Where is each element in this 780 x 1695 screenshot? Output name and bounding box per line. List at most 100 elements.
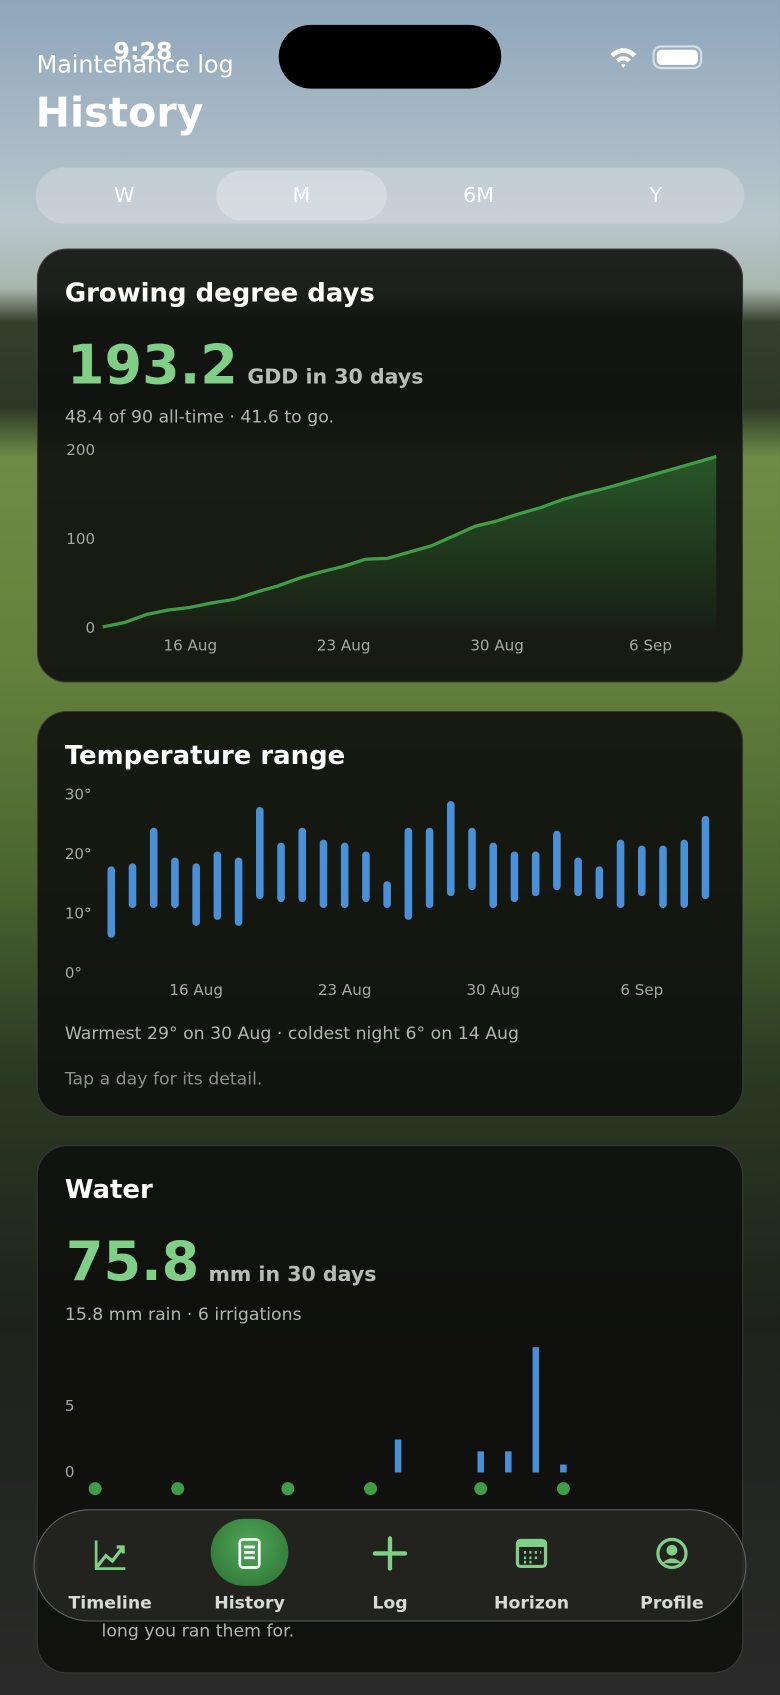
range-bar <box>510 851 519 903</box>
x-tick-label: 30 Aug <box>470 637 524 655</box>
range-bar <box>447 801 455 897</box>
card-unit: GDD in 30 days <box>247 365 424 389</box>
range-bar <box>213 851 222 920</box>
range-bar <box>680 839 688 908</box>
range-bar <box>128 863 137 908</box>
range-bar <box>468 827 476 891</box>
x-tick-label: 23 Aug <box>318 981 372 999</box>
tab[interactable]: Timeline <box>51 1510 170 1620</box>
rain-bar <box>560 1464 567 1473</box>
y-tick-label: 0 <box>65 1463 75 1481</box>
range-bar <box>383 881 391 908</box>
range-bar <box>234 857 243 926</box>
card-note: 15.8 mm rain · 6 irrigations <box>64 1303 302 1325</box>
tab-icon <box>94 1540 126 1570</box>
x-tick-label: 16 Aug <box>164 637 218 655</box>
range-bar <box>553 830 561 891</box>
tab[interactable]: Profile <box>613 1510 732 1620</box>
range-bar <box>616 839 625 908</box>
range-bar <box>574 857 582 897</box>
segment[interactable]: W <box>114 183 135 208</box>
header-title: History <box>35 88 204 137</box>
x-tick-label: 6 Sep <box>620 981 663 999</box>
range-bar <box>149 827 158 908</box>
range-bar <box>298 827 307 903</box>
y-tick-label: 0 <box>85 619 95 637</box>
range-bar <box>277 842 285 903</box>
rain-bar <box>505 1451 512 1473</box>
segmented-control: W M 6M Y <box>35 167 745 224</box>
header-subtitle: Maintenance log <box>36 51 234 79</box>
range-bar <box>701 815 710 900</box>
range-bar <box>107 866 116 938</box>
rain-bar <box>532 1347 540 1473</box>
range-bar <box>595 866 604 900</box>
tab[interactable]: History <box>190 1510 309 1620</box>
range-bar <box>404 827 413 920</box>
x-tick-label: 23 Aug <box>317 637 371 655</box>
y-tick-label: 20° <box>65 845 92 863</box>
y-tick-label: 30° <box>65 786 92 804</box>
range-bar <box>489 842 498 908</box>
tab-icon <box>238 1538 261 1569</box>
rain-bar <box>477 1451 484 1473</box>
y-tick-label: 5 <box>65 1397 75 1415</box>
tab-label: History <box>214 1592 285 1613</box>
irrigation-dot <box>281 1482 295 1496</box>
irrigation-dot <box>88 1482 102 1496</box>
status-icons <box>610 45 703 70</box>
segment[interactable]: 6M <box>463 183 494 208</box>
card-unit: mm in 30 days <box>208 1262 377 1287</box>
range-bar <box>256 806 264 900</box>
tab-label: Log <box>372 1592 408 1613</box>
card-note: 48.4 of 90 all-time · 41.6 to go. <box>64 406 334 427</box>
range-bar <box>340 842 349 908</box>
dynamic-island <box>278 24 502 89</box>
tab[interactable]: Horizon <box>472 1510 591 1620</box>
temperature-card: Temperature range Warmest 29° on 30 Aug … <box>36 710 744 1118</box>
tab-label: Horizon <box>493 1592 570 1613</box>
card-value: 193.2 <box>66 333 238 397</box>
footer-fragment: long you ran them for. <box>101 1620 295 1641</box>
segment[interactable]: Y <box>649 183 663 208</box>
range-bar <box>319 839 328 908</box>
irrigation-dot <box>171 1482 185 1496</box>
tab-label: Timeline <box>68 1592 152 1613</box>
tab-icon <box>372 1536 408 1571</box>
y-tick-label: 0° <box>65 964 82 982</box>
range-bar <box>425 827 434 908</box>
tab-bar: Timeline History Log Horizon Profile <box>33 1509 747 1622</box>
tab-label: Profile <box>640 1592 704 1613</box>
range-bar <box>637 845 646 897</box>
y-tick-label: 100 <box>66 530 95 548</box>
card-hint: Tap a day for its detail. <box>64 1068 263 1089</box>
card-value: 75.8 <box>65 1230 200 1294</box>
card-note: Warmest 29° on 30 Aug · coldest night 6°… <box>64 1023 519 1044</box>
range-bar <box>531 851 540 897</box>
irrigation-dot <box>474 1482 488 1496</box>
card-title: Temperature range <box>64 740 346 771</box>
y-tick-label: 200 <box>66 441 95 459</box>
range-bar <box>192 863 200 926</box>
status-time: 9:28 <box>113 38 173 66</box>
card-title: Water <box>64 1174 153 1205</box>
x-tick-label: 6 Sep <box>629 637 672 655</box>
range-bar <box>362 851 370 903</box>
x-tick-label: 16 Aug <box>169 981 223 999</box>
range-bar <box>171 857 179 908</box>
irrigation-dot <box>364 1482 378 1496</box>
tab[interactable]: Log <box>331 1510 450 1620</box>
irrigation-dot <box>556 1482 570 1496</box>
range-bar <box>659 845 667 908</box>
y-tick-label: 10° <box>65 904 92 922</box>
segment[interactable]: M <box>216 170 387 221</box>
rain-bar <box>394 1439 402 1473</box>
tab-icon <box>515 1538 548 1569</box>
line <box>102 454 717 629</box>
x-tick-label: 30 Aug <box>466 981 520 999</box>
tab-icon <box>656 1537 688 1570</box>
card-title: Growing degree days <box>64 277 375 308</box>
